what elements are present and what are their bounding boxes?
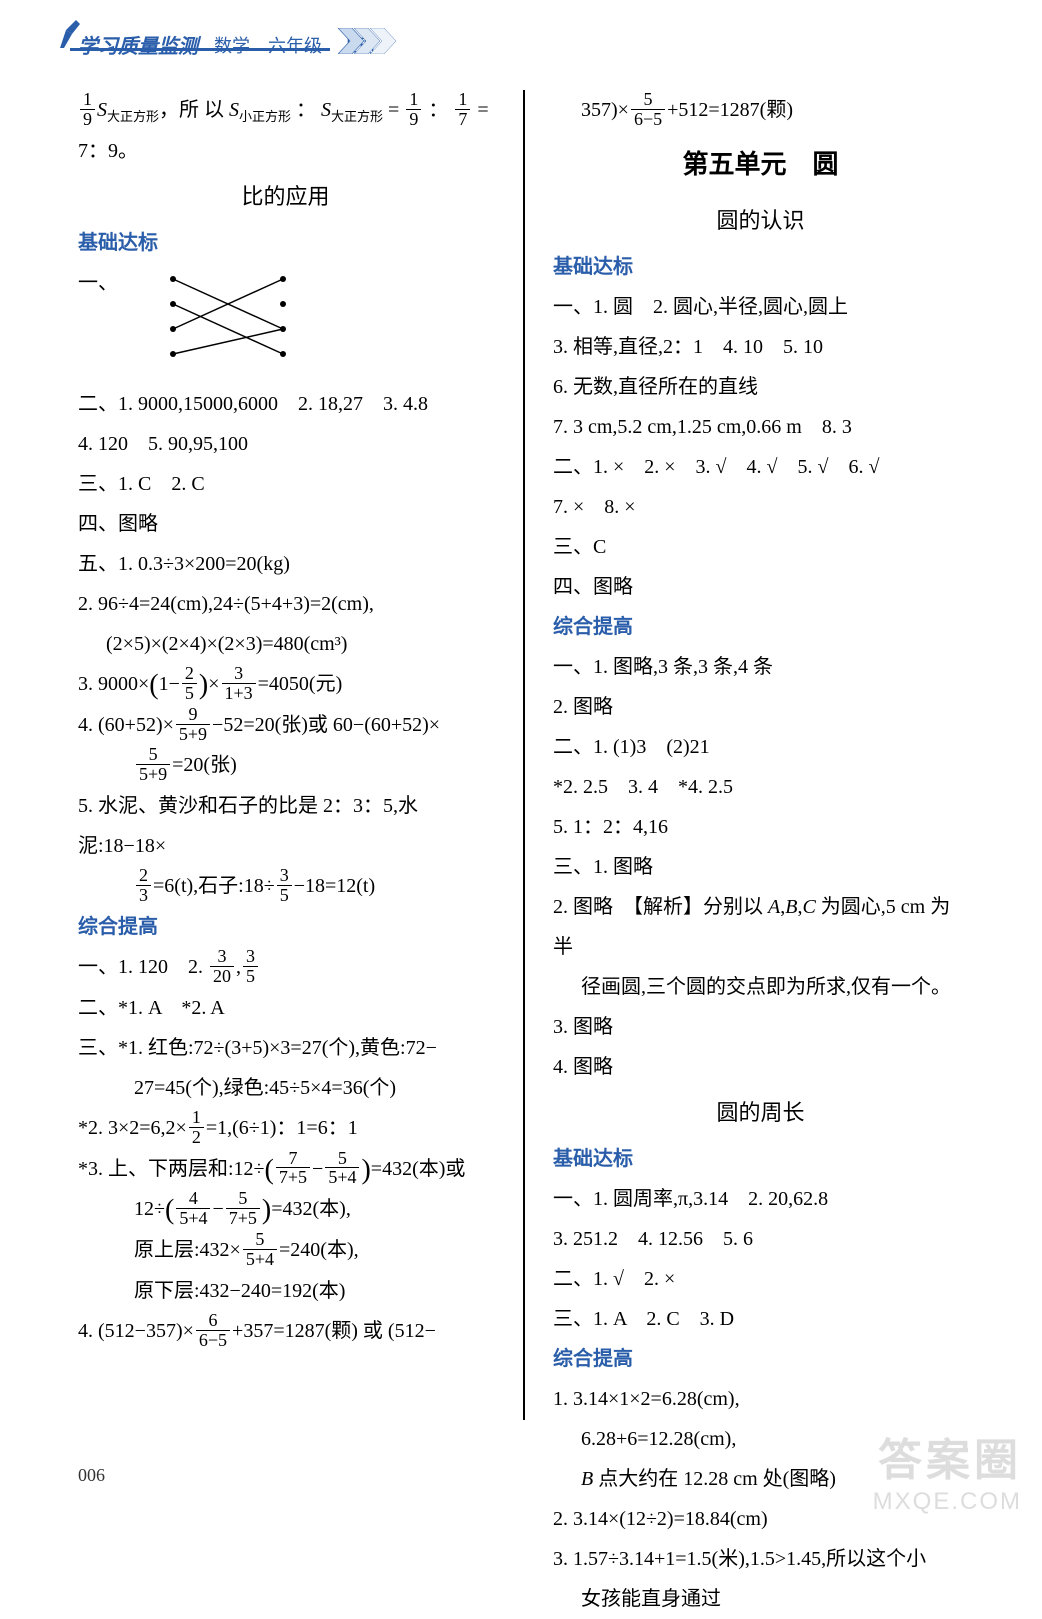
left-five-2b: (2×5)×(2×4)×(2×3)=480(cm³): [78, 624, 493, 664]
header-underline: [70, 48, 330, 51]
page-number: 006: [78, 1465, 105, 1486]
basic-label-r1: 基础达标: [553, 247, 968, 287]
left-five-4: 4. (60+52)×95+9−52=20(张)或 60−(60+52)×: [78, 705, 493, 746]
content-area: 19S大正方形，所 以 S小正方形 ： S大正方形 = 19 ： 17 = 7：…: [78, 90, 968, 1619]
r16: 3. 图略: [553, 1007, 968, 1047]
circle-recog-title: 圆的认识: [553, 199, 968, 243]
r10: 2. 图略: [553, 687, 968, 727]
c3: 二、1. √ 2. ×: [553, 1259, 968, 1299]
left-two-2: 4. 120 5. 90,95,100: [78, 424, 493, 464]
c8: 2. 3.14×(12÷2)=18.84(cm): [553, 1499, 968, 1539]
left-five-1: 五、1. 0.3÷3×200=20(kg): [78, 544, 493, 584]
title-ratio-app: 比的应用: [78, 175, 493, 219]
c1: 一、1. 圆周率,π,3.14 2. 20,62.8: [553, 1179, 968, 1219]
r12: *2. 2.5 3. 4 *4. 2.5: [553, 767, 968, 807]
r14: 三、1. 图略: [553, 847, 968, 887]
r9: 一、1. 图略,3 条,3 条,4 条: [553, 647, 968, 687]
r7: 三、C: [553, 527, 968, 567]
improve-label-left: 综合提高: [78, 907, 493, 947]
r17: 4. 图略: [553, 1047, 968, 1087]
improve-label-r2: 综合提高: [553, 1339, 968, 1379]
r15c: 径画圆,三个圆的交点即为所求,仅有一个。: [553, 967, 968, 1007]
basic-label-r2: 基础达标: [553, 1139, 968, 1179]
left-imp-3-2: *2. 3×2=6,2×12=1,(6÷1)：1=6：1: [78, 1108, 493, 1149]
right-column: 357)×56−5+512=1287(颗) 第五单元 圆 圆的认识 基础达标 一…: [523, 90, 968, 1619]
c4: 三、1. A 2. C 3. D: [553, 1299, 968, 1339]
r13: 5. 1：2：4,16: [553, 807, 968, 847]
left-imp-3-3d: 原下层:432−240=192(本): [78, 1271, 493, 1311]
left-five-5b: 23=6(t),石子:18÷35−18=12(t): [78, 866, 493, 907]
c5: 1. 3.14×1×2=6.28(cm),: [553, 1379, 968, 1419]
r4: 7. 3 cm,5.2 cm,1.25 cm,0.66 m 8. 3: [553, 407, 968, 447]
left-five-5a: 5. 水泥、黄沙和石子的比是 2：3：5,水泥:18−18×: [78, 786, 493, 866]
c10: 女孩能直身通过: [553, 1579, 968, 1619]
c9: 3. 1.57÷3.14+1=1.5(米),1.5>1.45,所以这个小: [553, 1539, 968, 1579]
page-header: 学习质量监测 数学 六年级 上册: [78, 30, 376, 59]
left-three: 三、1. C 2. C: [78, 464, 493, 504]
left-prelude-line2: 7：9。: [78, 131, 493, 171]
left-imp-4: 4. (512−357)×66−5+357=1287(颗) 或 (512−: [78, 1311, 493, 1352]
column-divider: [523, 90, 525, 1420]
circle-circum-title: 圆的周长: [553, 1091, 968, 1135]
r3: 6. 无数,直径所在的直线: [553, 367, 968, 407]
left-imp-1: 一、1. 120 2. 320,35: [78, 947, 493, 988]
left-two-1: 二、1. 9000,15000,6000 2. 18,27 3. 4.8: [78, 384, 493, 424]
r8: 四、图略: [553, 567, 968, 607]
left-imp-3-3c: 原上层:432×55+4=240(本),: [78, 1230, 493, 1271]
basic-label-left: 基础达标: [78, 223, 493, 263]
left-imp-3-1a: 三、*1. 红色:72÷(3+5)×3=27(个),黄色:72−: [78, 1028, 493, 1068]
r1: 一、1. 圆 2. 圆心,半径,圆心,圆上: [553, 287, 968, 327]
left-imp-3-3b: 12÷(45+4−57+5)=432(本),: [78, 1189, 493, 1230]
matching-diagram: [163, 269, 293, 364]
r5: 二、1. × 2. × 3. √ 4. √ 5. √ 6. √: [553, 447, 968, 487]
r6: 7. × 8. ×: [553, 487, 968, 527]
c2: 3. 251.2 4. 12.56 5. 6: [553, 1219, 968, 1259]
r2: 3. 相等,直径,2：1 4. 10 5. 10: [553, 327, 968, 367]
left-imp-2: 二、*1. A *2. A: [78, 988, 493, 1028]
left-five-3: 3. 9000×(1−25)×31+3=4050(元): [78, 664, 493, 705]
left-five-2a: 2. 96÷4=24(cm),24÷(5+4+3)=2(cm),: [78, 584, 493, 624]
improve-label-r1: 综合提高: [553, 607, 968, 647]
unit5-title: 第五单元 圆: [553, 139, 968, 191]
c7: B 点大约在 12.28 cm 处(图略): [553, 1459, 968, 1499]
r11: 二、1. (1)3 (2)21: [553, 727, 968, 767]
left-prelude-line1: 19S大正方形，所 以 S小正方形 ： S大正方形 = 19 ： 17 =: [78, 90, 493, 131]
left-imp-3-3: *3. 上、下两层和:12÷(77+5−55+4)=432(本)或: [78, 1149, 493, 1190]
right-cont: 357)×56−5+512=1287(颗): [553, 90, 968, 131]
c6: 6.28+6=12.28(cm),: [553, 1419, 968, 1459]
r15: 2. 图略 【解析】分别以 A,B,C 为圆心,5 cm 为半: [553, 887, 968, 967]
item-one-label: 一、: [78, 263, 118, 303]
left-four: 四、图略: [78, 504, 493, 544]
header-chevrons: [338, 28, 408, 54]
left-column: 19S大正方形，所 以 S小正方形 ： S大正方形 = 19 ： 17 = 7：…: [78, 90, 523, 1619]
left-imp-3-1b: 27=45(个),绿色:45÷5×4=36(个): [78, 1068, 493, 1108]
left-five-4b: 55+9=20(张): [78, 745, 493, 786]
header-title-main: 学习质量监测: [78, 30, 198, 59]
